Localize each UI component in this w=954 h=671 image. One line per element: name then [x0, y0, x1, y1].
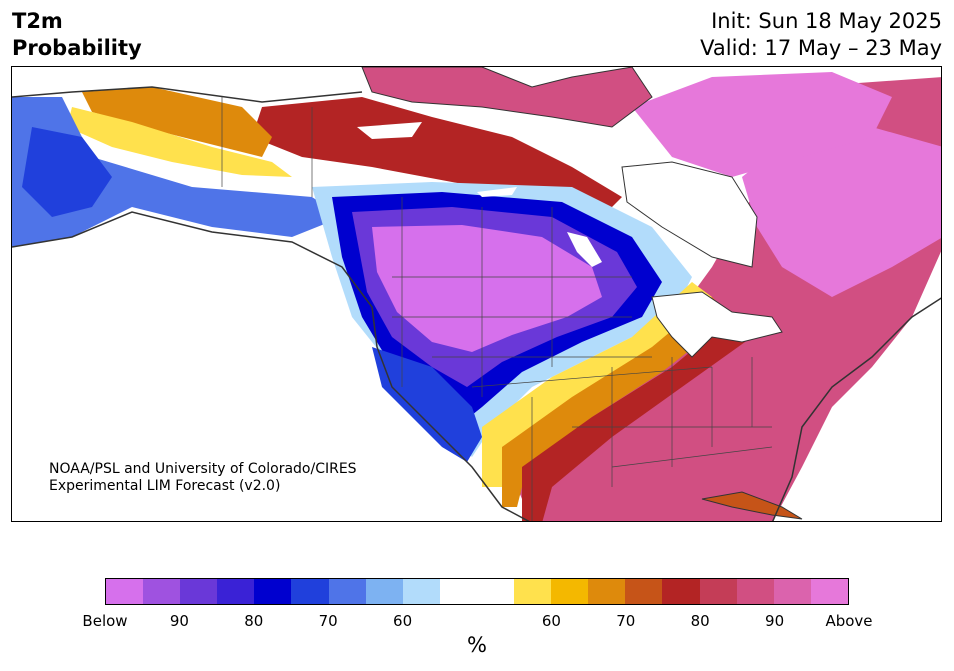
neutral-alaska-band: [52, 127, 312, 192]
map-title: T2m Probability: [12, 8, 142, 62]
valid-range: Valid: 17 May – 23 May: [700, 36, 942, 60]
colorbar-tick-label: 60: [541, 612, 561, 630]
credit-text: NOAA/PSL and University of Colorado/CIRE…: [49, 461, 357, 495]
colorbar-segment: [736, 579, 774, 604]
colorbar-segment: [328, 579, 366, 604]
colorbar-segment: [180, 579, 218, 604]
above-strong-south: [522, 317, 752, 521]
unit-label: %: [467, 633, 487, 657]
colorbar-segment: [514, 579, 552, 604]
above-deep-arctic: [632, 72, 892, 177]
colorbar-segment: [810, 579, 848, 604]
colorbar-segment: [217, 579, 255, 604]
below-alaska: [12, 97, 342, 247]
arctic-islands: [361, 67, 653, 128]
colorbar-tick-label: Above: [825, 612, 873, 630]
above-light-alaska-band: [67, 107, 292, 177]
credit-line2: Experimental LIM Forecast (v2.0): [49, 478, 281, 494]
colorbar-segment: [773, 579, 811, 604]
colorbar-segment: [143, 579, 181, 604]
colorbar-segment: [254, 579, 292, 604]
init-date: Init: Sun 18 May 2025: [711, 9, 942, 33]
probability-colorbar: [105, 578, 849, 605]
colorbar-segment: [699, 579, 737, 604]
colorbar-segment: [625, 579, 663, 604]
below-alaska-core: [22, 127, 112, 217]
lake-winnipeg: [567, 232, 602, 267]
colorbar-tick-label: 70: [616, 612, 636, 630]
colorbar-segment: [588, 579, 626, 604]
colorbar-segment: [551, 579, 589, 604]
colorbar-segment: [106, 579, 144, 604]
colorbar-segment: [365, 579, 403, 604]
coastline: [12, 86, 941, 521]
colorbar-tick-label: 70: [318, 612, 338, 630]
title-probability: Probability: [12, 36, 142, 60]
colorbar-segment: [402, 579, 440, 604]
colorbar-segment: [476, 579, 515, 604]
forecast-map: [11, 66, 942, 522]
below-southwest: [372, 347, 482, 462]
above-deep-northeast: [742, 127, 941, 297]
colorbar-tick-label: 90: [169, 612, 189, 630]
credit-line1: NOAA/PSL and University of Colorado/CIRE…: [49, 461, 357, 477]
colorbar-segment: [439, 579, 477, 604]
lake-athabasca: [477, 187, 517, 197]
colorbar-tick-label: 80: [244, 612, 264, 630]
colorbar-tick-label: 60: [393, 612, 413, 630]
great-lakes: [651, 291, 783, 358]
colorbar-segment: [662, 579, 700, 604]
colorbar-tick-label: Below: [82, 612, 128, 630]
colorbar-tick-label: 90: [765, 612, 785, 630]
colorbar-segment: [291, 579, 329, 604]
below-deep-core: [372, 225, 602, 352]
above-mid-south: [502, 297, 732, 507]
probability-map: [12, 67, 941, 521]
great-slave-lake: [357, 122, 422, 139]
hudson-bay: [621, 161, 758, 268]
state-borders: [221, 97, 773, 521]
above-mid-alaska-band: [82, 87, 272, 157]
forecast-dates: Init: Sun 18 May 2025 Valid: 17 May – 23…: [700, 8, 942, 62]
title-variable: T2m: [12, 9, 63, 33]
colorbar-tick-label: 80: [690, 612, 710, 630]
